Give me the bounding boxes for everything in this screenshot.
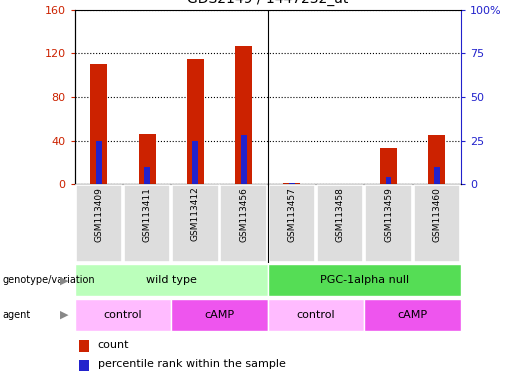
Bar	[434, 167, 440, 184]
Text: GSM113457: GSM113457	[287, 187, 297, 242]
Text: GSM113412: GSM113412	[191, 187, 200, 242]
Bar	[78, 360, 90, 371]
Bar	[96, 141, 102, 184]
Bar	[144, 167, 150, 184]
Bar	[428, 135, 445, 184]
Bar	[289, 182, 295, 184]
Text: GSM113456: GSM113456	[239, 187, 248, 242]
Text: GSM113411: GSM113411	[143, 187, 151, 242]
Text: ▶: ▶	[60, 275, 68, 285]
Title: GDS2149 / 1447232_at: GDS2149 / 1447232_at	[187, 0, 349, 6]
Text: ▶: ▶	[60, 310, 68, 320]
Bar	[171, 299, 268, 331]
Text: genotype/variation: genotype/variation	[3, 275, 95, 285]
Text: cAMP: cAMP	[398, 310, 427, 320]
Text: GSM113409: GSM113409	[94, 187, 104, 242]
Text: cAMP: cAMP	[204, 310, 234, 320]
Text: GSM113460: GSM113460	[432, 187, 441, 242]
Bar	[268, 299, 365, 331]
Text: agent: agent	[3, 310, 31, 320]
Bar	[386, 177, 391, 184]
Bar	[365, 185, 411, 262]
Bar	[76, 185, 122, 262]
Bar	[124, 185, 170, 262]
Bar	[365, 299, 461, 331]
Text: control: control	[104, 310, 142, 320]
Bar	[317, 185, 364, 262]
Text: control: control	[297, 310, 335, 320]
Bar	[193, 141, 198, 184]
Bar	[283, 183, 300, 184]
Bar	[139, 134, 156, 184]
Bar	[414, 185, 460, 262]
Bar	[187, 59, 204, 184]
Text: PGC-1alpha null: PGC-1alpha null	[320, 275, 409, 285]
Bar	[172, 185, 218, 262]
Text: wild type: wild type	[146, 275, 197, 285]
Bar	[269, 185, 315, 262]
Bar	[235, 46, 252, 184]
Bar	[75, 299, 171, 331]
Bar	[241, 136, 247, 184]
Text: GSM113458: GSM113458	[336, 187, 345, 242]
Bar	[75, 265, 268, 296]
Bar	[268, 265, 461, 296]
Text: percentile rank within the sample: percentile rank within the sample	[98, 359, 286, 369]
Bar	[380, 148, 397, 184]
Bar	[78, 341, 90, 352]
Text: GSM113459: GSM113459	[384, 187, 393, 242]
Bar	[90, 64, 107, 184]
Text: count: count	[98, 339, 129, 349]
Bar	[220, 185, 267, 262]
